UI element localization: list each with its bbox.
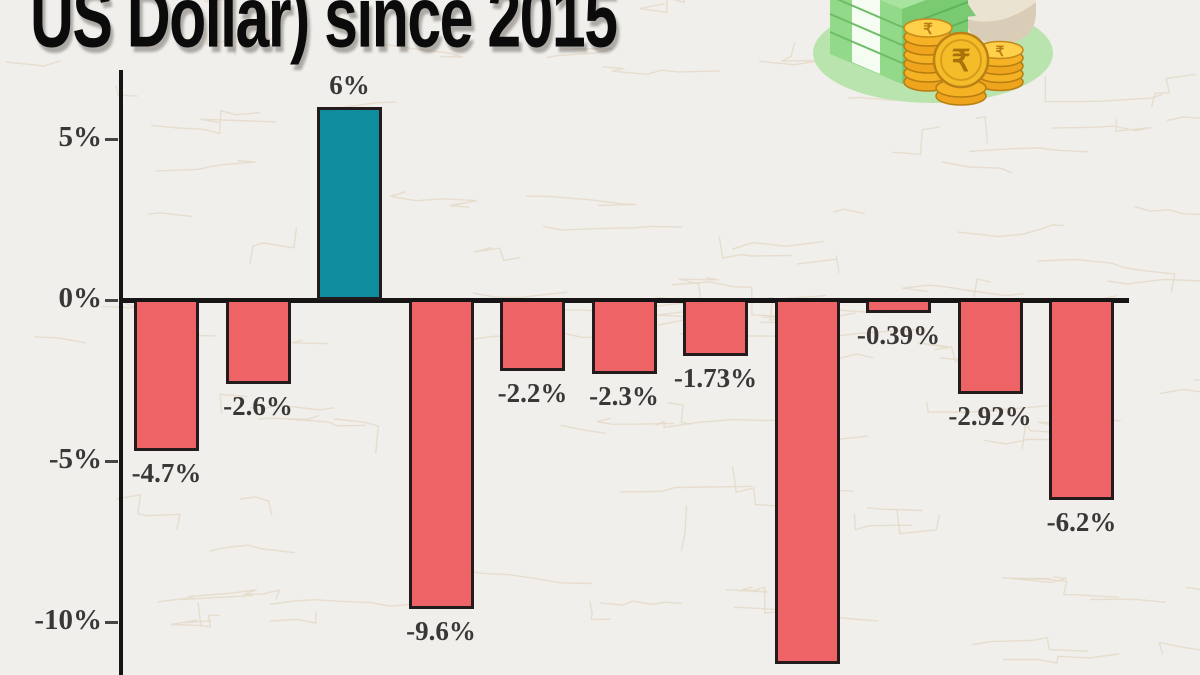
bar (500, 302, 565, 371)
y-tick-label: 5% (58, 121, 103, 153)
rupee-symbol-icon: ₹ (996, 43, 1005, 59)
bar (225, 302, 291, 384)
coin-stacks: ₹ ₹ ₹ (903, 18, 1024, 106)
bar-value-label: 6% (329, 69, 370, 100)
rupee-symbol-icon: ₹ (923, 21, 933, 38)
bar-value-label: -2.2% (497, 377, 568, 408)
chart-title: US Dollar) since 2015 (30, 0, 618, 65)
bar (866, 302, 931, 313)
bar (1049, 302, 1114, 500)
y-tick-label: 0% (58, 282, 103, 314)
money-illustration: ₹ ₹ ₹ (813, 0, 1053, 106)
bar-value-label: -0.39% (856, 319, 941, 350)
bar-value-label: -2.92% (948, 401, 1032, 432)
bar (683, 302, 748, 356)
bar (408, 302, 474, 610)
bar (774, 302, 840, 664)
y-tick-label: -10% (34, 604, 102, 636)
y-tick-mark (105, 138, 118, 141)
y-tick-mark (105, 621, 118, 624)
y-tick-label: -5% (48, 443, 102, 475)
y-tick-mark (105, 299, 118, 302)
bar-value-label: -2.6% (223, 390, 293, 421)
zero-baseline (119, 298, 1129, 303)
bar-value-label: -9.6% (406, 616, 476, 647)
bar (957, 302, 1023, 395)
y-axis-line (119, 70, 123, 675)
bar (317, 106, 382, 300)
bar-value-label: -1.73% (673, 362, 758, 393)
y-tick-mark (105, 460, 118, 463)
bar (591, 302, 657, 375)
bar-value-label: -4.7% (131, 458, 202, 489)
rupee-symbol-icon: ₹ (951, 45, 970, 78)
bar-value-label: -6.2% (1046, 506, 1117, 537)
bar (134, 302, 199, 452)
bar-value-label: -2.3% (589, 381, 659, 412)
